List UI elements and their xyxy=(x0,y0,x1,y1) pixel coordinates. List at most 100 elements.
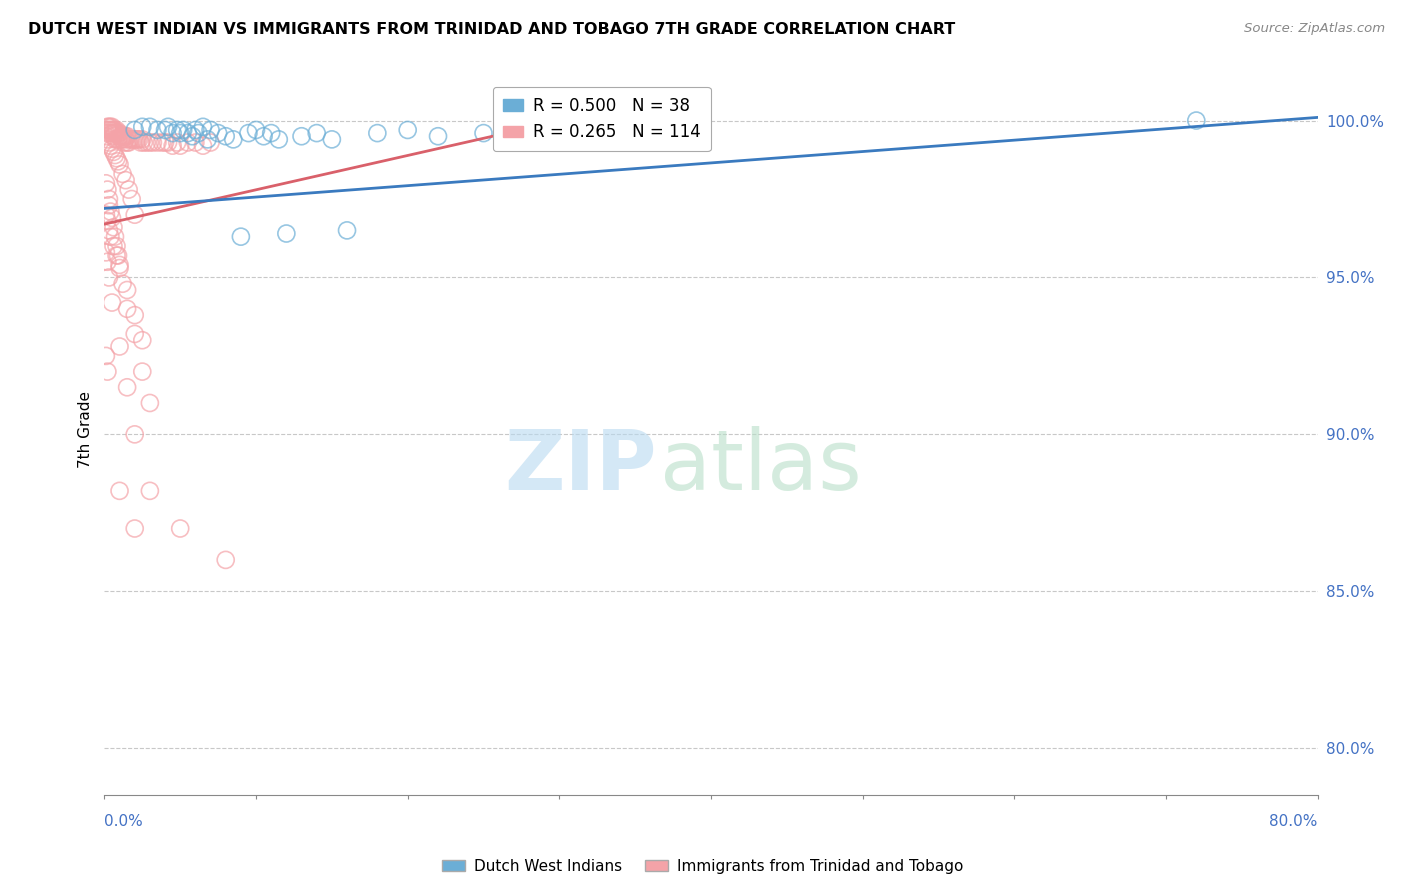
Point xyxy=(115,283,138,297)
Point xyxy=(162,126,184,140)
Point xyxy=(101,211,124,225)
Point xyxy=(139,120,162,134)
Point xyxy=(117,136,139,150)
Point xyxy=(131,333,153,347)
Point xyxy=(110,129,132,144)
Point xyxy=(112,136,135,150)
Point xyxy=(131,120,153,134)
Point xyxy=(124,123,146,137)
Point xyxy=(533,126,555,140)
Point xyxy=(115,129,138,144)
Point xyxy=(184,136,207,150)
Point xyxy=(146,136,169,150)
Point xyxy=(108,157,131,171)
Point xyxy=(104,229,127,244)
Point xyxy=(472,126,495,140)
Point xyxy=(108,339,131,353)
Point xyxy=(108,483,131,498)
Point xyxy=(120,132,142,146)
Point xyxy=(94,349,117,363)
Point xyxy=(97,223,120,237)
Point xyxy=(114,173,136,187)
Point xyxy=(101,126,124,140)
Text: 0.0%: 0.0% xyxy=(104,814,143,829)
Point xyxy=(124,521,146,535)
Point xyxy=(169,126,191,140)
Point xyxy=(146,123,169,137)
Point xyxy=(184,123,207,137)
Point xyxy=(107,248,129,262)
Point xyxy=(125,132,148,146)
Point xyxy=(124,132,146,146)
Point xyxy=(103,129,125,144)
Point xyxy=(97,198,120,212)
Point xyxy=(122,132,145,146)
Point xyxy=(112,129,135,144)
Point xyxy=(97,126,120,140)
Legend: R = 0.500   N = 38, R = 0.265   N = 114: R = 0.500 N = 38, R = 0.265 N = 114 xyxy=(494,87,710,152)
Point xyxy=(103,145,125,159)
Point xyxy=(139,483,162,498)
Text: atlas: atlas xyxy=(659,425,862,507)
Point xyxy=(96,132,118,146)
Point xyxy=(96,123,118,137)
Point xyxy=(245,123,267,137)
Point xyxy=(97,270,120,285)
Point xyxy=(252,129,274,144)
Point xyxy=(124,427,146,442)
Point xyxy=(96,365,118,379)
Point xyxy=(215,553,238,567)
Point xyxy=(131,365,153,379)
Point xyxy=(105,248,128,262)
Point xyxy=(103,123,125,137)
Point xyxy=(101,120,124,134)
Point xyxy=(139,396,162,410)
Point xyxy=(305,126,328,140)
Point xyxy=(1185,113,1208,128)
Legend: Dutch West Indians, Immigrants from Trinidad and Tobago: Dutch West Indians, Immigrants from Trin… xyxy=(436,853,970,880)
Point xyxy=(177,136,200,150)
Point xyxy=(229,229,252,244)
Point xyxy=(96,254,118,268)
Point xyxy=(107,132,129,146)
Point xyxy=(129,136,152,150)
Point xyxy=(115,380,138,394)
Point xyxy=(200,123,222,137)
Point xyxy=(100,123,122,137)
Point xyxy=(100,138,122,153)
Point xyxy=(108,129,131,144)
Point xyxy=(191,138,214,153)
Point xyxy=(200,136,222,150)
Point xyxy=(157,120,180,134)
Point xyxy=(105,126,128,140)
Point xyxy=(132,136,155,150)
Point xyxy=(97,192,120,206)
Y-axis label: 7th Grade: 7th Grade xyxy=(79,392,93,468)
Point xyxy=(222,132,245,146)
Point xyxy=(117,132,139,146)
Point xyxy=(169,521,191,535)
Point xyxy=(94,177,117,191)
Text: Source: ZipAtlas.com: Source: ZipAtlas.com xyxy=(1244,22,1385,36)
Point xyxy=(153,136,176,150)
Point xyxy=(97,123,120,137)
Point xyxy=(103,239,125,253)
Point xyxy=(107,154,129,169)
Point xyxy=(115,136,138,150)
Point xyxy=(96,214,118,228)
Point xyxy=(207,126,229,140)
Point xyxy=(97,120,120,134)
Point xyxy=(166,123,188,137)
Point xyxy=(101,123,124,137)
Text: DUTCH WEST INDIAN VS IMMIGRANTS FROM TRINIDAD AND TOBAGO 7TH GRADE CORRELATION C: DUTCH WEST INDIAN VS IMMIGRANTS FROM TRI… xyxy=(28,22,955,37)
Point xyxy=(124,208,146,222)
Point xyxy=(276,227,298,241)
Point xyxy=(94,245,117,260)
Point xyxy=(108,258,131,272)
Point xyxy=(396,123,419,137)
Point xyxy=(101,142,124,156)
Point xyxy=(104,123,127,137)
Point xyxy=(108,260,131,275)
Point xyxy=(336,223,359,237)
Point xyxy=(267,132,290,146)
